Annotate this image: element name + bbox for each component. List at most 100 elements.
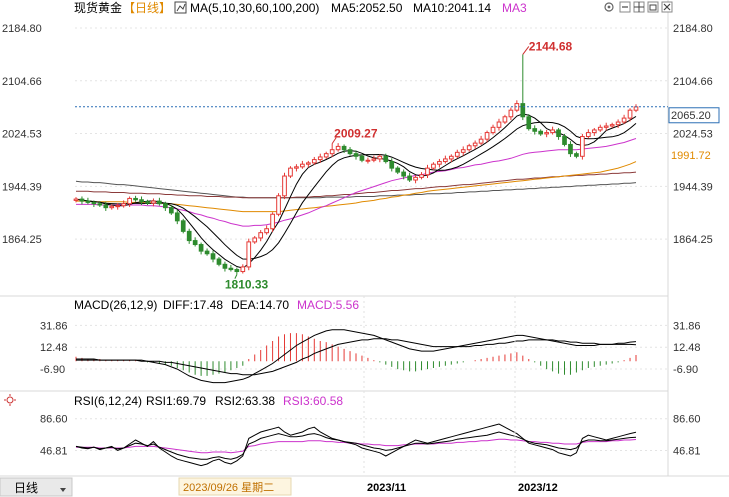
candle-body — [419, 174, 424, 178]
candle-body — [79, 198, 85, 202]
price-y-tick-label-left: 1864.25 — [2, 234, 42, 246]
rsi-label[interactable]: RSI(6,12,24) — [74, 394, 142, 408]
macd-y-tick-label-right: 31.86 — [673, 320, 701, 332]
candle-body — [574, 153, 579, 157]
candle-body — [597, 126, 603, 131]
last-price-tag: 2065.20 — [668, 107, 720, 124]
rsi-y-tick-label-right: 46.81 — [673, 446, 701, 458]
macd-y-axis: 31.86 31.86 12.48 12.48 -6.90 -6.90 — [40, 320, 701, 376]
candle-body — [389, 161, 395, 169]
annotation-local-high-pointer — [331, 137, 337, 144]
candle-body — [246, 241, 252, 268]
macd-y-tick-label-left: 12.48 — [40, 342, 68, 354]
macd-header: MACD(26,12,9) DIFF:17.48 DEA:14.70 MACD:… — [74, 298, 359, 312]
candle-body — [568, 143, 573, 155]
annotation-local-high: 2009.27 — [334, 127, 378, 141]
candle-body — [186, 230, 192, 242]
macd-y-tick-label-left: -6.90 — [40, 364, 65, 376]
candle-body — [347, 149, 353, 155]
candle-body — [383, 155, 389, 163]
candle-body — [180, 220, 186, 232]
candle-body — [425, 167, 430, 176]
candle-body — [311, 159, 317, 164]
candle-body — [508, 109, 514, 118]
annotation-low: 1810.33 — [225, 278, 269, 292]
candle-body — [454, 151, 460, 157]
price-y-tick-label-left: 2184.80 — [2, 23, 42, 35]
macd-label[interactable]: MACD(26,12,9) — [74, 298, 157, 312]
minus-icon[interactable] — [619, 1, 631, 13]
candle-body — [448, 155, 454, 160]
ma-indicator-icon[interactable] — [174, 1, 187, 14]
candle-body — [466, 145, 472, 151]
price-y-tick-label-right: 1944.39 — [673, 181, 713, 193]
macd-dea-line — [76, 338, 637, 376]
candle-body — [329, 149, 335, 155]
restore-icon[interactable] — [647, 1, 659, 13]
candle-body — [532, 128, 538, 132]
settings-icon[interactable] — [604, 2, 614, 12]
sun-icon[interactable] — [4, 394, 16, 406]
candle-body — [580, 136, 585, 157]
candle-body — [562, 136, 567, 145]
candle-body — [431, 163, 436, 169]
rsi-y-axis: 86.60 86.60 46.81 46.81 — [40, 414, 701, 458]
annotation-high: 2144.68 — [529, 39, 573, 53]
price-y-tick-label-left: 2024.53 — [2, 129, 42, 141]
macd-dea-value: DEA:14.70 — [231, 298, 289, 312]
candle-body — [407, 175, 412, 181]
candle-body — [109, 205, 115, 209]
candle-body — [204, 250, 210, 255]
candle-body — [103, 204, 109, 209]
rsi2-value: RSI2:63.38 — [215, 394, 275, 408]
candle-body — [460, 149, 466, 153]
ma-label[interactable]: MA(5,10,30,60,100,200) — [190, 1, 319, 15]
rsi-y-tick-label-right: 86.60 — [673, 414, 701, 426]
candle-body — [139, 199, 144, 203]
period-tag[interactable]: 【日线】 — [123, 1, 171, 15]
candle-body — [294, 166, 299, 169]
candle-body — [413, 176, 418, 181]
candle-body — [395, 167, 401, 173]
candle-body — [174, 212, 180, 222]
candle-body — [121, 203, 127, 207]
candle-body — [73, 198, 79, 201]
candle-body — [97, 203, 103, 206]
price-y-tick-label-right: 2024.53 — [673, 129, 713, 141]
candle-body — [252, 237, 258, 243]
period-button[interactable]: 日线 — [0, 477, 73, 497]
close-icon[interactable] — [661, 1, 673, 13]
candle-body — [538, 130, 544, 135]
price-y-tick-label-left: 1944.39 — [2, 181, 42, 193]
x-axis-month-label: 2023/11 — [367, 482, 406, 494]
price-header: 现货黄金 【日线】 MA(5,10,30,60,100,200) MA5:205… — [74, 0, 527, 15]
rsi-lines — [75, 423, 637, 467]
candle-body — [305, 162, 311, 165]
candle-body — [591, 129, 597, 134]
annotation-high-pointer — [522, 46, 530, 55]
rsi-y-tick-label-left: 86.60 — [40, 414, 68, 426]
macd-y-tick-label-right: -6.90 — [673, 364, 698, 376]
ma-long-price-tag: 1991.72 — [671, 150, 711, 162]
candle-body — [276, 195, 281, 215]
candle-body — [91, 201, 97, 205]
period-button-label: 日线 — [14, 481, 38, 495]
candle-body — [478, 138, 484, 144]
candle-body — [621, 117, 627, 123]
candle-body — [484, 132, 490, 140]
annotation-low-pointer — [234, 274, 238, 279]
rsi3-value: RSI3:60.58 — [283, 394, 343, 408]
candle-body — [437, 161, 442, 165]
candle-body — [377, 155, 383, 160]
candle-body — [335, 145, 341, 151]
candle-body — [288, 167, 293, 177]
candle-body — [633, 106, 639, 111]
caret-down-icon — [60, 488, 66, 492]
grid-icon[interactable] — [633, 1, 645, 13]
x-axis-month-label: 2023/12 — [518, 482, 558, 494]
last-price-tag-text: 2065.20 — [671, 110, 711, 122]
price-y-tick-label-right: 2184.80 — [673, 23, 713, 35]
price-y-tick-label-left: 2104.66 — [2, 76, 42, 88]
rsi1-value: RSI1:69.79 — [146, 394, 206, 408]
